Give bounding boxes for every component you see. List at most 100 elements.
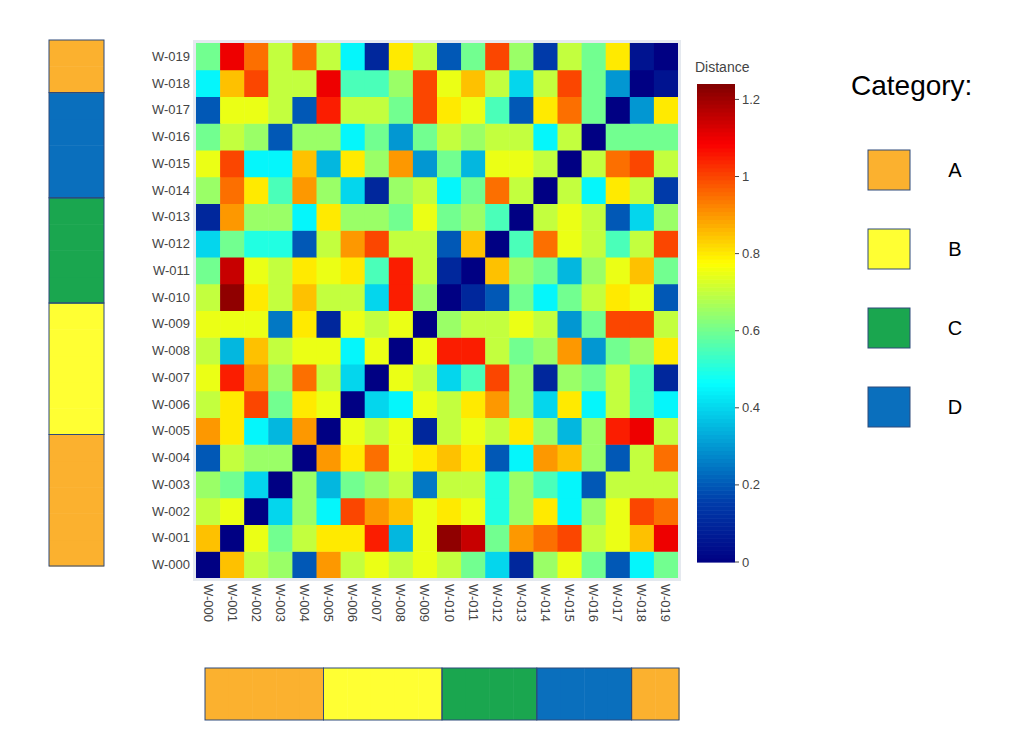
colorbar-step [697, 435, 735, 440]
x-tick-label: W-019 [658, 584, 673, 622]
heatmap-cell [558, 311, 583, 338]
heatmap-cell [654, 43, 678, 70]
category-strip-cell [49, 382, 104, 409]
heatmap-cell [630, 418, 655, 445]
heatmap-cell [268, 177, 293, 204]
heatmap-cell [485, 311, 510, 338]
heatmap-cell [606, 337, 631, 364]
y-tick-label: W-000 [152, 557, 190, 572]
heatmap-cell [220, 230, 245, 257]
heatmap-cell [317, 551, 342, 578]
heatmap-cell [220, 391, 245, 418]
heatmap-cell [389, 123, 414, 150]
heatmap-cell [365, 230, 390, 257]
heatmap-cell [317, 471, 342, 498]
category-strip-cell [608, 668, 632, 720]
colorbar-step [697, 542, 735, 547]
colorbar-step [697, 446, 735, 451]
heatmap-cell [196, 123, 221, 150]
heatmap-cell [268, 97, 293, 124]
heatmap-cell [365, 150, 390, 177]
legend-title: Category: [851, 70, 972, 101]
colorbar-step [697, 164, 735, 169]
category-strip-border [537, 668, 632, 720]
category-strip-cell [466, 668, 490, 720]
heatmap-cell [413, 230, 438, 257]
category-strip-cell [537, 668, 561, 720]
heatmap-cell [582, 364, 607, 391]
heatmap-cell [292, 177, 317, 204]
heatmap-cell [509, 498, 534, 525]
heatmap-cell [558, 257, 583, 284]
category-strip-cell [49, 487, 104, 514]
colorbar-step [697, 439, 735, 444]
category-strip-border [324, 668, 443, 720]
colorbar-step [697, 335, 735, 340]
heatmap-cell [606, 123, 631, 150]
heatmap-cell [389, 150, 414, 177]
colorbar-step [697, 112, 735, 117]
heatmap-cell [413, 311, 438, 338]
heatmap-cell [341, 123, 366, 150]
category-strip-cell [324, 668, 348, 720]
heatmap-cell [654, 123, 678, 150]
heatmap-cell [365, 471, 390, 498]
x-tick-label: W-015 [562, 584, 577, 622]
category-strip-cell [49, 40, 104, 67]
heatmap-cell [606, 471, 631, 498]
colorbar-tick-label: 0.2 [742, 477, 760, 492]
heatmap-cell [461, 230, 486, 257]
colorbar-step [697, 506, 735, 511]
heatmap-cell [582, 257, 607, 284]
heatmap-cell [317, 364, 342, 391]
heatmap-cell [461, 150, 486, 177]
heatmap-cell [389, 230, 414, 257]
colorbar-step [697, 223, 735, 228]
heatmap-cell [365, 43, 390, 70]
heatmap-cell [341, 97, 366, 124]
heatmap-cell [389, 257, 414, 284]
colorbar-step [697, 518, 735, 523]
colorbar-step [697, 391, 735, 396]
heatmap-cell [509, 97, 534, 124]
colorbar-step [697, 427, 735, 432]
heatmap-cell [389, 391, 414, 418]
heatmap-cell [196, 471, 221, 498]
heatmap-cell [582, 311, 607, 338]
heatmap-cell [533, 230, 558, 257]
category-strip-cell [276, 668, 300, 720]
heatmap-cell [461, 391, 486, 418]
y-tick-label: W-010 [152, 290, 190, 305]
heatmap-cell [461, 123, 486, 150]
heatmap-cell [533, 150, 558, 177]
heatmap-cell [365, 123, 390, 150]
heatmap-cell [485, 391, 510, 418]
y-tick-label: W-004 [152, 450, 190, 465]
colorbar-step [697, 327, 735, 332]
heatmap-cell [341, 364, 366, 391]
heatmap-cell [437, 97, 462, 124]
heatmap-cell [437, 70, 462, 97]
heatmap-cell [606, 177, 631, 204]
heatmap-cell [558, 204, 583, 231]
colorbar-step [697, 84, 735, 89]
colorbar-step [697, 331, 735, 336]
heatmap-cell [220, 123, 245, 150]
heatmap-cell [533, 418, 558, 445]
colorbar-step [697, 259, 735, 264]
colorbar-step [697, 407, 735, 412]
heatmap-cell [365, 97, 390, 124]
colorbar-step [697, 231, 735, 236]
colorbar-step [697, 136, 735, 141]
colorbar-step [697, 180, 735, 185]
category-strip-cell [49, 513, 104, 540]
colorbar-step [697, 466, 735, 471]
heatmap-cell [317, 444, 342, 471]
heatmap-cell [220, 364, 245, 391]
heatmap-cell [558, 97, 583, 124]
category-strip-cell [489, 668, 513, 720]
heatmap-cell [389, 70, 414, 97]
colorbar-step [697, 140, 735, 145]
heatmap-cell [292, 364, 317, 391]
heatmap-cell [533, 204, 558, 231]
